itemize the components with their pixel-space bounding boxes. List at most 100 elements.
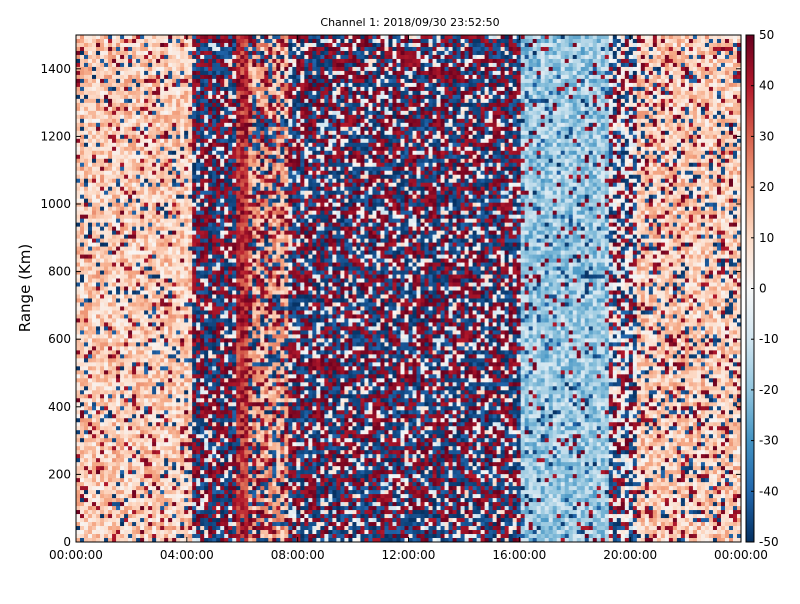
- heatmap-cell: [128, 134, 133, 140]
- heatmap-cell: [116, 222, 121, 228]
- heatmap-cell: [144, 270, 149, 275]
- heatmap-cell: [192, 398, 197, 403]
- heatmap-cell: [84, 54, 89, 60]
- heatmap-cell: [108, 194, 113, 200]
- heatmap-cell: [180, 238, 185, 243]
- heatmap-cell: [160, 398, 165, 403]
- heatmap-cell: [112, 282, 117, 287]
- heatmap-cell: [76, 514, 81, 519]
- heatmap-cell: [108, 482, 113, 487]
- heatmap-cell: [212, 182, 217, 188]
- heatmap-cell: [124, 394, 129, 399]
- heatmap-cell: [80, 150, 85, 156]
- heatmap-cell: [204, 330, 209, 335]
- heatmap-cell: [224, 382, 229, 387]
- heatmap-cell: [96, 222, 101, 228]
- heatmap-cell: [96, 82, 101, 88]
- heatmap-cell: [172, 82, 177, 88]
- heatmap-cell: [176, 526, 181, 531]
- heatmap-cell: [172, 190, 177, 196]
- heatmap-cell: [88, 35, 93, 40]
- heatmap-cell: [148, 154, 153, 160]
- heatmap-cell: [204, 378, 209, 383]
- heatmap-cell: [216, 474, 221, 479]
- heatmap-cell: [176, 506, 181, 511]
- heatmap-cell: [152, 454, 157, 459]
- heatmap-cell: [196, 538, 201, 543]
- heatmap-cell: [160, 490, 165, 495]
- heatmap-cell: [144, 46, 149, 52]
- heatmap-cell: [132, 226, 137, 232]
- heatmap-cell: [112, 158, 117, 164]
- heatmap-cell: [228, 538, 233, 543]
- heatmap-cell: [168, 206, 173, 212]
- heatmap-cell: [176, 502, 181, 507]
- heatmap-cell: [140, 410, 145, 415]
- heatmap-cell: [116, 470, 121, 475]
- heatmap-cell: [216, 374, 221, 379]
- heatmap-cell: [224, 146, 229, 152]
- heatmap-cell: [148, 190, 153, 196]
- heatmap-cell: [80, 154, 85, 160]
- heatmap-cell: [204, 122, 209, 128]
- heatmap-cell: [156, 74, 161, 80]
- heatmap-cell: [124, 342, 129, 347]
- heatmap-cell: [136, 394, 141, 399]
- heatmap-cell: [108, 54, 113, 60]
- heatmap-cell: [224, 498, 229, 503]
- heatmap-cell: [220, 270, 225, 275]
- heatmap-cell: [152, 246, 157, 251]
- heatmap-cell: [204, 106, 209, 112]
- heatmap-cell: [76, 474, 81, 479]
- heatmap-cell: [228, 118, 233, 124]
- heatmap-cell: [108, 238, 113, 243]
- heatmap-cell: [176, 458, 181, 463]
- heatmap-cell: [80, 482, 85, 487]
- heatmap-cell: [172, 42, 177, 48]
- heatmap-cell: [112, 346, 117, 351]
- heatmap-cell: [104, 370, 109, 375]
- heatmap-cell: [136, 414, 141, 419]
- heatmap-cell: [216, 78, 221, 84]
- heatmap-cell: [108, 170, 113, 176]
- heatmap-cell: [144, 462, 149, 467]
- heatmap-cell: [220, 90, 225, 96]
- heatmap-cell: [208, 162, 213, 168]
- heatmap-cell: [76, 506, 81, 511]
- heatmap-cell: [200, 310, 205, 315]
- heatmap-cell: [112, 106, 117, 112]
- heatmap-cell: [196, 54, 201, 60]
- heatmap-cell: [168, 110, 173, 116]
- heatmap-cell: [180, 66, 185, 72]
- heatmap-cell: [100, 366, 105, 371]
- heatmap-cell: [216, 362, 221, 367]
- heatmap-cell: [224, 82, 229, 88]
- heatmap-cell: [176, 274, 181, 279]
- heatmap-cell: [176, 462, 181, 467]
- heatmap-cell: [124, 390, 129, 395]
- heatmap-cell: [216, 254, 221, 259]
- heatmap-cell: [116, 382, 121, 387]
- heatmap-cell: [152, 198, 157, 204]
- heatmap-cell: [168, 270, 173, 275]
- heatmap-cell: [192, 150, 197, 156]
- heatmap-cell: [168, 370, 173, 375]
- heatmap-cell: [168, 386, 173, 391]
- heatmap-cell: [120, 70, 125, 76]
- heatmap-cell: [192, 230, 197, 235]
- heatmap-cell: [172, 486, 177, 491]
- heatmap-cell: [92, 166, 97, 172]
- heatmap-cell: [200, 358, 205, 363]
- heatmap-cell: [112, 162, 117, 168]
- heatmap-cell: [96, 502, 101, 507]
- heatmap-cell: [164, 174, 169, 180]
- heatmap-cell: [136, 154, 141, 160]
- heatmap-cell: [112, 78, 117, 84]
- heatmap-cell: [124, 294, 129, 299]
- heatmap-cell: [76, 306, 81, 311]
- heatmap-cell: [152, 86, 157, 92]
- heatmap-cell: [192, 154, 197, 160]
- heatmap-cell: [204, 454, 209, 459]
- heatmap-cell: [116, 46, 121, 52]
- heatmap-cell: [224, 334, 229, 339]
